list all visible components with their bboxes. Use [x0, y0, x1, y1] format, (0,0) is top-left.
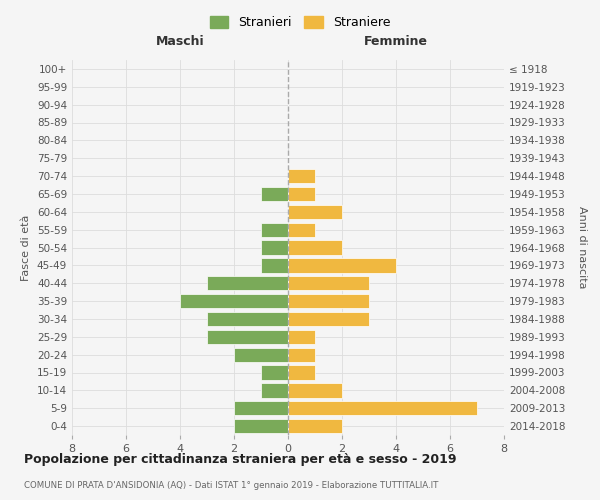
Bar: [207, 312, 288, 326]
Bar: [207, 276, 288, 290]
Bar: [288, 276, 369, 290]
Bar: [288, 348, 315, 362]
Bar: [288, 169, 315, 183]
Bar: [234, 419, 288, 433]
Y-axis label: Fasce di età: Fasce di età: [22, 214, 31, 280]
Bar: [261, 258, 288, 272]
Bar: [180, 294, 288, 308]
Bar: [207, 330, 288, 344]
Bar: [288, 312, 369, 326]
Bar: [261, 187, 288, 201]
Y-axis label: Anni di nascita: Anni di nascita: [577, 206, 587, 289]
Bar: [288, 240, 342, 254]
Bar: [288, 366, 315, 380]
Text: Maschi: Maschi: [155, 35, 205, 48]
Bar: [288, 383, 342, 398]
Bar: [234, 348, 288, 362]
Bar: [288, 204, 342, 219]
Bar: [261, 240, 288, 254]
Bar: [261, 222, 288, 237]
Bar: [288, 294, 369, 308]
Bar: [234, 401, 288, 415]
Bar: [288, 187, 315, 201]
Bar: [261, 366, 288, 380]
Text: COMUNE DI PRATA D'ANSIDONIA (AQ) - Dati ISTAT 1° gennaio 2019 - Elaborazione TUT: COMUNE DI PRATA D'ANSIDONIA (AQ) - Dati …: [24, 480, 439, 490]
Bar: [261, 383, 288, 398]
Bar: [288, 419, 342, 433]
Text: Popolazione per cittadinanza straniera per età e sesso - 2019: Popolazione per cittadinanza straniera p…: [24, 452, 457, 466]
Bar: [288, 401, 477, 415]
Bar: [288, 330, 315, 344]
Bar: [288, 258, 396, 272]
Legend: Stranieri, Straniere: Stranieri, Straniere: [205, 11, 395, 34]
Bar: [288, 222, 315, 237]
Text: Femmine: Femmine: [364, 35, 428, 48]
